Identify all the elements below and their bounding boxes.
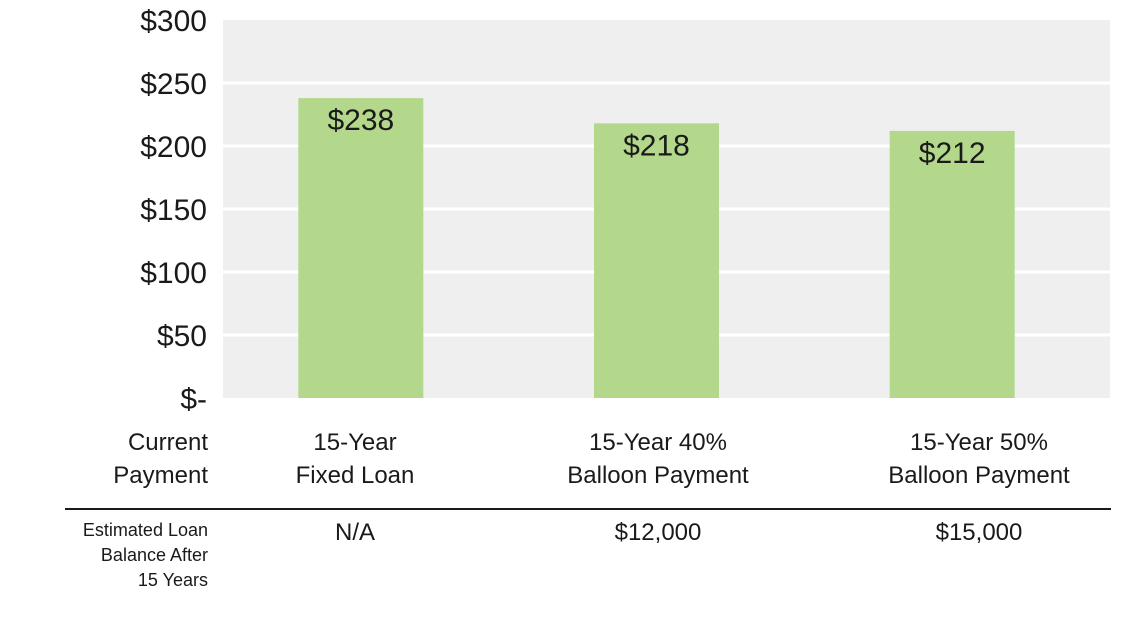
category-label-balloon-50: 15-Year 50% Balloon Payment <box>849 426 1109 492</box>
bar-value-label: $238 <box>327 104 394 137</box>
category-label-line2: Balloon Payment <box>888 462 1070 489</box>
estimated-balance-label-line1: Estimated Loan <box>82 520 208 540</box>
category-label-balloon-40: 15-Year 40% Balloon Payment <box>528 426 788 492</box>
estimated-balance-label-line3: 15 Years <box>137 570 208 590</box>
category-label-line1: 15-Year <box>313 429 397 456</box>
current-payment-label: Current Payment <box>113 426 208 492</box>
bar-chart: $- $50 $100 $150 $200 $250 $300 $238 $218 $212 <box>140 5 1110 416</box>
bar <box>298 98 424 399</box>
y-tick-label: $50 <box>157 320 207 353</box>
y-tick-label: $100 <box>140 257 207 290</box>
category-label-fixed: 15-Year Fixed Loan <box>225 426 485 492</box>
y-tick-label: $150 <box>140 194 207 227</box>
estimated-balance-label-line2: Balance After <box>100 545 208 565</box>
bar-value-label: $212 <box>919 137 986 170</box>
balance-value-balloon-50: $15,000 <box>935 519 1023 546</box>
bar <box>889 130 1015 398</box>
y-tick-label: $300 <box>140 5 207 38</box>
balance-value-balloon-40: $12,000 <box>614 519 702 546</box>
bar <box>594 123 719 398</box>
current-payment-label-line1: Current <box>127 429 208 456</box>
bar-value-label: $218 <box>623 129 690 162</box>
category-label-line1: 15-Year 50% <box>910 429 1048 456</box>
estimated-balance-label: Estimated Loan Balance After 15 Years <box>8 518 208 593</box>
current-payment-label-line2: Payment <box>113 462 208 489</box>
category-label-line2: Fixed Loan <box>295 462 415 489</box>
table-divider <box>65 508 1111 510</box>
y-tick-label: $200 <box>140 131 207 164</box>
category-label-line2: Balloon Payment <box>567 462 749 489</box>
balance-value-fixed: N/A <box>334 519 375 546</box>
y-tick-label: $- <box>180 383 207 416</box>
y-tick-label: $250 <box>140 68 207 101</box>
category-label-line1: 15-Year 40% <box>589 429 727 456</box>
